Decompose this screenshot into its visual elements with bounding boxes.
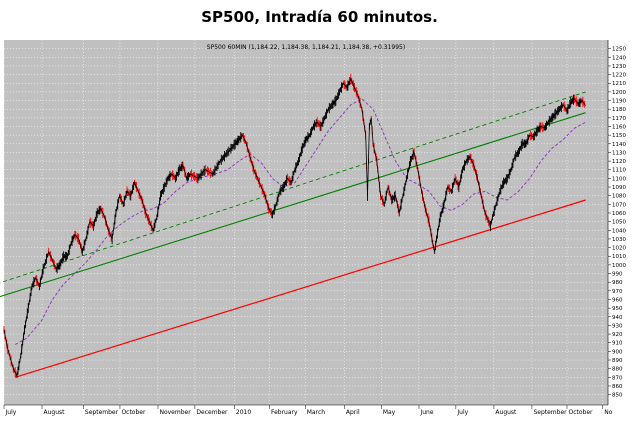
channel-trendline-dashed [0, 91, 586, 284]
x-tick-label: June [419, 409, 433, 416]
x-tick-label: September [533, 409, 567, 416]
y-tick-label: 1220 [612, 73, 626, 79]
chart-title: SP500, Intradía 60 minutos. [201, 8, 438, 26]
y-tick-label: 960 [612, 297, 623, 303]
y-tick-label: 1010 [612, 254, 626, 260]
y-tick-label: 910 [612, 341, 623, 347]
y-tick-label: 1040 [612, 228, 626, 234]
y-tick-label: 990 [612, 272, 623, 278]
y-tick-label: 900 [612, 349, 623, 355]
y-axis-ticks: 850 860 870 880 890 900 910 920 930 940 950 960 970 9… [608, 47, 626, 399]
price-line [3, 77, 586, 377]
y-tick-label: 940 [612, 315, 623, 321]
y-tick-label: 1200 [612, 90, 626, 96]
y-tick-label: 1060 [612, 211, 626, 217]
y-tick-label: 1230 [612, 64, 626, 70]
x-tick-label: 2010 [236, 409, 251, 416]
y-tick-label: 1050 [612, 220, 626, 226]
y-tick-label: 920 [612, 332, 623, 338]
x-tick-label: No [604, 409, 612, 416]
plot-background [4, 40, 608, 405]
moving-average-line [14, 98, 586, 345]
x-tick-label: October [568, 409, 593, 416]
x-tick-label: April [346, 409, 360, 416]
x-tick-label: December [196, 409, 228, 416]
y-tick-label: 1180 [612, 107, 626, 113]
y-tick-label: 1170 [612, 116, 626, 122]
x-tick-label: March [307, 409, 325, 416]
y-tick-label: 870 [612, 375, 623, 381]
y-tick-label: 890 [612, 358, 623, 364]
y-tick-label: 1130 [612, 150, 626, 156]
y-tick-label: 860 [612, 384, 623, 390]
price-series [3, 73, 586, 378]
y-tick-label: 980 [612, 280, 623, 286]
channel-trendline [0, 112, 586, 298]
y-tick-label: 1240 [612, 55, 626, 61]
series-layer [0, 73, 586, 378]
x-tick-label: September [85, 409, 119, 416]
y-tick-label: 1090 [612, 185, 626, 191]
y-tick-label: 1070 [612, 202, 626, 208]
y-tick-label: 850 [612, 393, 623, 399]
x-tick-label: October [121, 409, 146, 416]
y-tick-label: 1080 [612, 194, 626, 200]
y-tick-label: 1210 [612, 81, 626, 87]
y-tick-label: 1160 [612, 124, 626, 130]
y-tick-label: 1020 [612, 246, 626, 252]
y-tick-label: 880 [612, 367, 623, 373]
chart-subtitle: SP500 60MIN (1,184.22, 1,184.38, 1,184.2… [207, 44, 405, 51]
y-tick-label: 1190 [612, 99, 626, 105]
grid-lines [3, 40, 608, 405]
x-axis-ticks: July August September October November Decemb… [3, 405, 613, 416]
y-tick-label: 1110 [612, 168, 626, 174]
y-tick-label: 1140 [612, 142, 626, 148]
y-tick-label: 1000 [612, 263, 626, 269]
x-tick-label: July [456, 409, 468, 416]
x-tick-label: July [5, 409, 17, 416]
x-tick-label: November [159, 409, 191, 416]
y-tick-label: 950 [612, 306, 623, 312]
y-tick-label: 1250 [612, 47, 626, 53]
x-tick-label: August [495, 409, 517, 416]
y-tick-label: 1120 [612, 159, 626, 165]
x-tick-label: May [383, 409, 396, 416]
x-tick-label: August [44, 409, 66, 416]
y-tick-label: 1030 [612, 237, 626, 243]
y-tick-label: 970 [612, 289, 623, 295]
x-tick-label: February [271, 409, 298, 416]
y-tick-label: 1100 [612, 176, 626, 182]
y-tick-label: 1150 [612, 133, 626, 139]
y-tick-label: 930 [612, 323, 623, 329]
